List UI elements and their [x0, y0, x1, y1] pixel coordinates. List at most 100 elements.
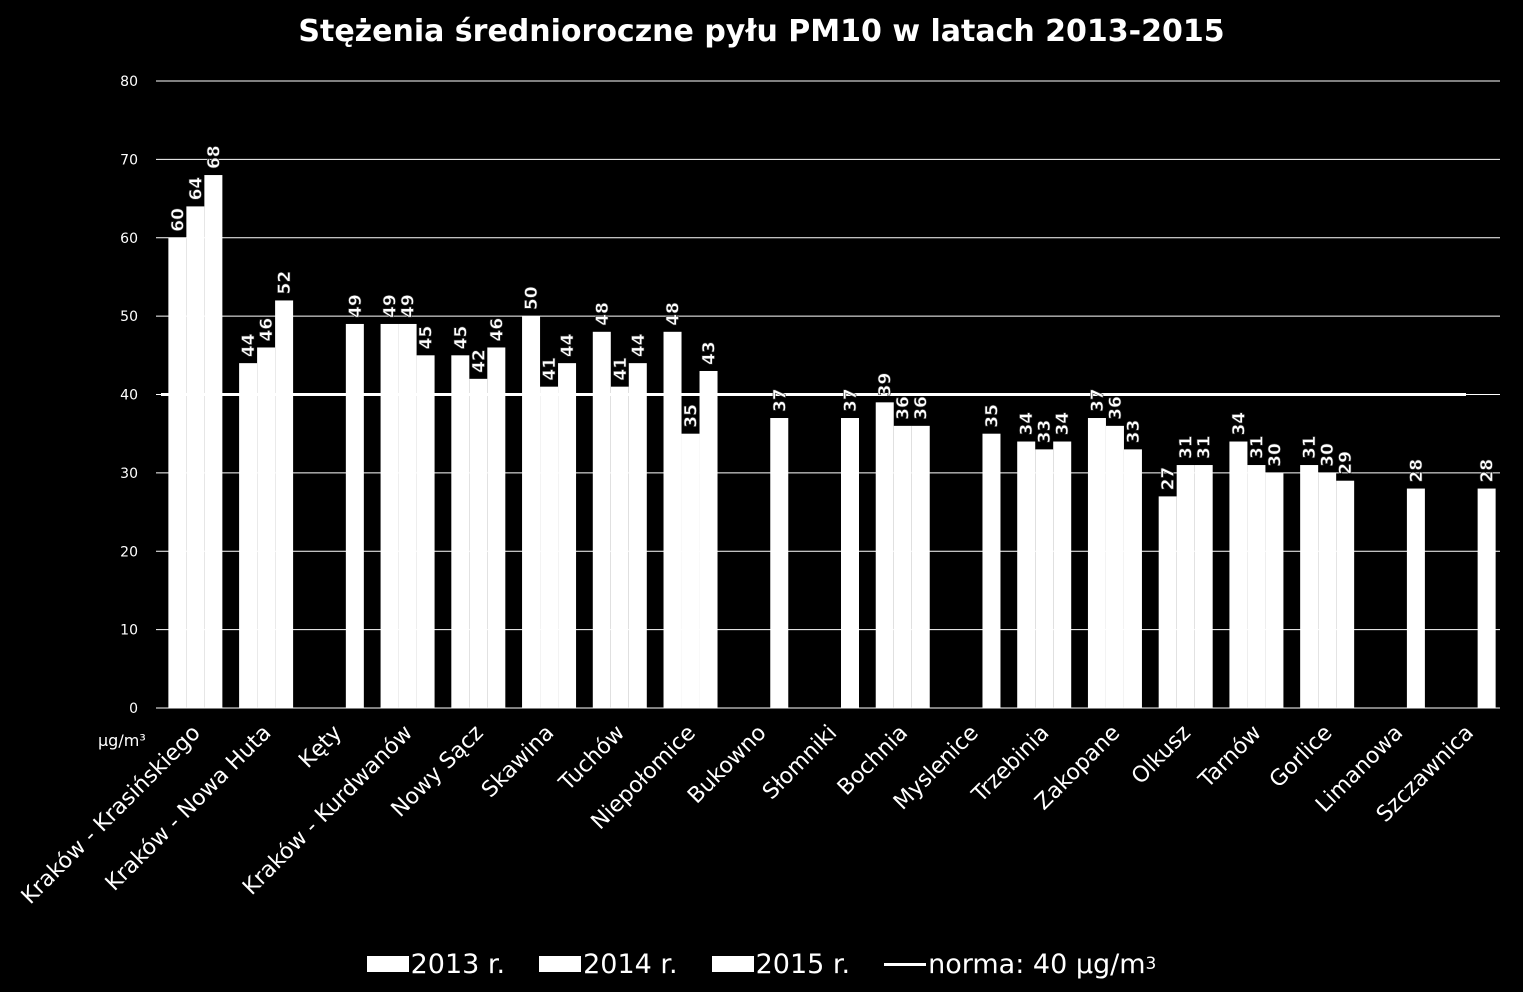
bar	[1194, 465, 1213, 708]
data-label: 46	[487, 318, 507, 342]
bar	[1087, 418, 1106, 708]
bar	[380, 323, 399, 708]
bar	[1247, 465, 1266, 708]
data-label: 49	[381, 294, 401, 318]
data-label: 31	[1247, 435, 1267, 459]
data-label: 49	[399, 294, 419, 318]
data-label: 44	[558, 333, 578, 357]
bar	[451, 355, 470, 708]
bar	[275, 300, 294, 708]
data-label: 48	[664, 302, 684, 326]
bar	[1053, 441, 1072, 708]
y-tick-label: 70	[120, 152, 138, 168]
data-label: 31	[1195, 435, 1215, 459]
data-label: 36	[912, 396, 932, 420]
bar	[610, 386, 629, 708]
legend-label-norma-superscript: 3	[1145, 954, 1157, 974]
x-tick-label: Bukowno	[683, 721, 771, 809]
legend-item-norma: norma: 40 μg/m 3	[884, 949, 1156, 980]
data-label: 31	[1300, 435, 1320, 459]
data-label: 37	[1088, 388, 1108, 412]
data-label: 33	[1124, 420, 1144, 444]
y-tick-label: 10	[120, 623, 138, 639]
bar	[681, 433, 700, 708]
bar	[1300, 465, 1319, 708]
bar	[1477, 488, 1496, 708]
data-label: 41	[540, 357, 560, 381]
data-label: 52	[275, 271, 295, 295]
bar	[239, 363, 258, 708]
legend: 2013 r. 2014 r. 2015 r. norma: 40 μg/m 3	[0, 944, 1523, 984]
data-label: 39	[876, 373, 896, 397]
bar	[416, 355, 435, 708]
data-label: 43	[700, 341, 720, 365]
legend-item-2013: 2013 r.	[366, 948, 506, 980]
data-label: 60	[168, 208, 188, 232]
data-label: 64	[186, 177, 206, 201]
bar	[1035, 449, 1054, 708]
x-tick-label: Słomniki	[758, 721, 842, 805]
data-label: 31	[1177, 435, 1197, 459]
data-label: 34	[1017, 412, 1037, 436]
data-label: 45	[417, 326, 437, 350]
bar	[345, 323, 364, 708]
bar	[982, 433, 1001, 708]
data-label: 34	[1229, 412, 1249, 436]
legend-label-2015: 2015 r.	[755, 948, 851, 980]
data-label: 36	[894, 396, 914, 420]
data-label: 28	[1478, 459, 1498, 483]
bar	[1406, 488, 1425, 708]
y-tick-label: 0	[129, 701, 138, 717]
data-label: 29	[1336, 451, 1356, 475]
gridlines	[156, 80, 1500, 709]
legend-item-2015: 2015 r.	[711, 948, 851, 980]
bar	[1336, 480, 1355, 708]
bar	[522, 316, 541, 708]
data-label: 27	[1159, 467, 1179, 491]
bar	[875, 402, 894, 708]
legend-item-2014: 2014 r.	[539, 949, 678, 980]
bar	[1158, 496, 1177, 708]
x-tick-label: Olkusz	[1127, 721, 1196, 790]
data-label: 50	[522, 286, 542, 310]
data-label: 28	[1407, 459, 1427, 483]
data-label: 68	[204, 145, 224, 169]
data-label: 44	[239, 333, 259, 357]
bar	[911, 425, 930, 708]
bar	[1123, 449, 1142, 708]
data-label: 34	[1053, 412, 1073, 436]
chart-title: Stężenia średnioroczne pyłu PM10 w latac…	[298, 14, 1225, 49]
bar	[1105, 425, 1124, 708]
legend-swatch-2013	[366, 956, 409, 972]
legend-label-2013: 2013 r.	[410, 948, 506, 980]
x-tick-label: Gorlice	[1265, 721, 1337, 793]
data-label: 35	[682, 404, 702, 428]
data-label: 33	[1035, 420, 1055, 444]
legend-label-norma: norma: 40 μg/m	[928, 948, 1146, 980]
data-label: 46	[257, 318, 277, 342]
legend-swatch-2014	[539, 956, 582, 972]
bars	[168, 175, 1496, 709]
bar	[1176, 465, 1195, 708]
y-tick-label: 40	[120, 388, 138, 404]
bar	[168, 237, 187, 708]
bar	[540, 386, 559, 708]
legend-label-2014: 2014 r.	[583, 948, 678, 980]
y-tick-label: 60	[120, 231, 138, 247]
bar	[841, 418, 859, 708]
x-tick-label: Tarnów	[1194, 721, 1267, 794]
bar	[257, 347, 276, 708]
bar	[893, 425, 912, 708]
data-label: 30	[1318, 443, 1338, 467]
bar	[398, 323, 417, 708]
bar	[1318, 472, 1337, 708]
data-label: 37	[770, 388, 790, 412]
bar	[469, 378, 488, 708]
bar	[487, 347, 506, 708]
bar	[770, 418, 789, 708]
bar	[1017, 441, 1036, 708]
y-unit-label: μg/m³	[98, 731, 146, 750]
